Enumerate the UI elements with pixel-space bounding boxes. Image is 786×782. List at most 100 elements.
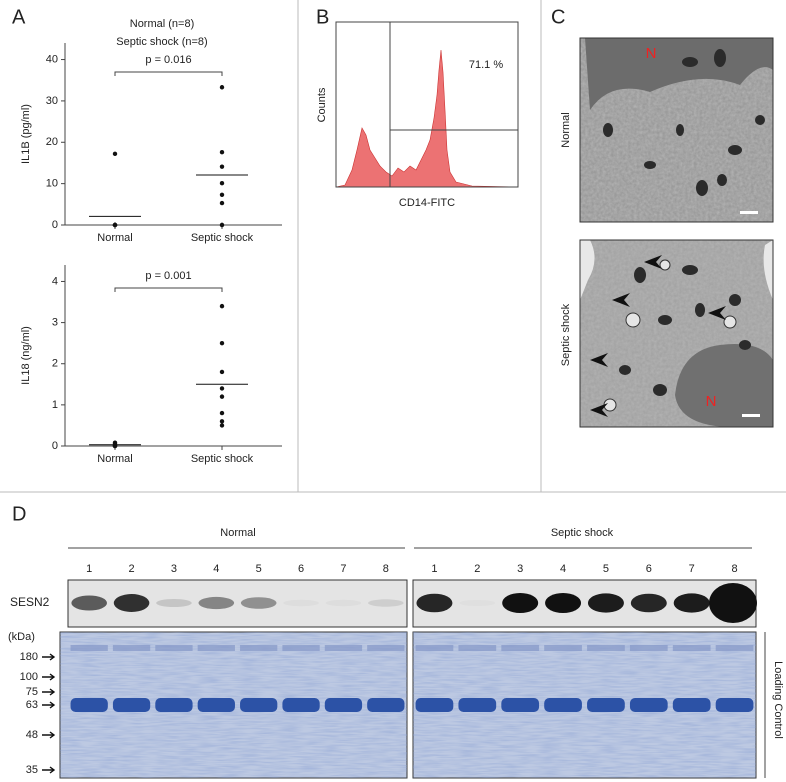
flow-panel: 71.1 % Counts CD14-FITC xyxy=(316,21,519,209)
lane-label: 4 xyxy=(213,563,219,575)
dot xyxy=(112,222,118,228)
y-axis-label: Counts xyxy=(316,87,328,122)
loading-band xyxy=(240,698,278,712)
loading-band xyxy=(715,698,754,712)
dot xyxy=(219,419,225,424)
loading-band xyxy=(155,645,193,651)
dot xyxy=(219,85,225,90)
lane-label: 3 xyxy=(517,563,523,575)
protein-band xyxy=(240,597,277,609)
protein-band xyxy=(502,593,539,613)
marker-arrow xyxy=(42,701,56,709)
gate-label: 71.1 % xyxy=(469,59,503,71)
lane-label: 6 xyxy=(646,563,652,575)
lane-label: 5 xyxy=(603,563,609,575)
loading-band xyxy=(112,645,151,651)
scale-bar xyxy=(740,211,758,214)
dot xyxy=(219,303,225,309)
protein-band xyxy=(416,593,453,613)
panel-label: D xyxy=(12,503,26,525)
marker-label: 75 xyxy=(26,686,38,698)
annotation: p = 0.016 xyxy=(145,54,191,66)
panel-label: C xyxy=(551,6,565,28)
marker-label: 100 xyxy=(20,671,38,683)
significance-bracket xyxy=(114,71,223,76)
nucleus-label: N xyxy=(646,45,657,62)
annotation: p = 0.001 xyxy=(145,270,191,282)
micrograph-label: Septic shock xyxy=(560,303,572,366)
loading-band xyxy=(415,698,454,712)
dot xyxy=(219,386,225,391)
protein-band xyxy=(459,600,495,606)
dot xyxy=(219,150,225,155)
loading-band xyxy=(415,645,454,651)
loading-band xyxy=(458,645,497,651)
lane-label: 7 xyxy=(340,563,346,575)
arrowheads xyxy=(590,255,726,417)
y-tick-label: 10 xyxy=(46,178,58,190)
loading-band xyxy=(458,698,497,712)
lane-label: 2 xyxy=(474,563,480,575)
y-tick-label: 30 xyxy=(46,95,58,107)
loading-band xyxy=(240,645,278,651)
loading-band xyxy=(367,698,405,712)
marker-arrow xyxy=(42,653,56,661)
loading-band xyxy=(501,645,540,651)
lane-label: 2 xyxy=(129,563,135,575)
dot xyxy=(219,192,225,198)
organelles xyxy=(619,265,751,396)
loading-band xyxy=(544,698,582,712)
loading-band xyxy=(587,645,625,651)
loading-band xyxy=(70,698,108,712)
protein-band xyxy=(113,594,150,612)
scale-bar xyxy=(742,414,760,417)
marker-label: 48 xyxy=(26,729,38,741)
y-tick-label: 3 xyxy=(52,316,58,328)
x-axis-label: CD14-FITC xyxy=(399,197,455,209)
marker-label: 63 xyxy=(26,699,38,711)
protein-band xyxy=(156,598,192,608)
y-tick-label: 0 xyxy=(52,219,58,231)
y-tick-label: 20 xyxy=(46,136,58,148)
loading-band xyxy=(629,698,668,712)
y-tick-label: 1 xyxy=(52,399,58,411)
lane-label: 6 xyxy=(298,563,304,575)
dot xyxy=(219,222,225,228)
marker-arrow xyxy=(42,673,56,681)
loading-band xyxy=(672,698,711,712)
loading-band xyxy=(70,645,108,651)
group-label: Normal xyxy=(220,527,255,539)
plot-frame xyxy=(335,21,519,188)
lane-label: 8 xyxy=(383,563,389,575)
loading-label: Loading Control xyxy=(772,661,784,739)
protein-band xyxy=(198,596,235,610)
chart-title: Normal (n=8) xyxy=(130,18,195,30)
group-label: Septic shock xyxy=(551,527,614,539)
loading-band xyxy=(587,698,625,712)
protein-band xyxy=(545,593,582,613)
loading-band xyxy=(501,698,540,712)
marker-label: 180 xyxy=(20,651,38,663)
dot xyxy=(219,410,225,416)
x-tick-label: Normal xyxy=(97,232,132,244)
protein-band xyxy=(673,593,710,613)
loading-band xyxy=(544,645,582,651)
loading-band xyxy=(629,645,668,651)
protein-band xyxy=(326,600,362,606)
dot xyxy=(112,151,118,157)
dot xyxy=(219,340,225,346)
lane-label: 7 xyxy=(689,563,695,575)
y-tick-label: 4 xyxy=(52,275,58,287)
protein-label: SESN2 xyxy=(10,595,50,609)
x-tick-label: Septic shock xyxy=(191,232,254,244)
dot xyxy=(219,200,225,206)
protein-band xyxy=(630,593,667,613)
dot xyxy=(219,394,225,399)
panel-label: A xyxy=(12,6,26,28)
lane-label: 3 xyxy=(171,563,177,575)
loading-band xyxy=(672,645,711,651)
y-tick-label: 2 xyxy=(52,358,58,370)
micrograph-frame xyxy=(579,37,774,223)
dividers xyxy=(0,0,786,493)
